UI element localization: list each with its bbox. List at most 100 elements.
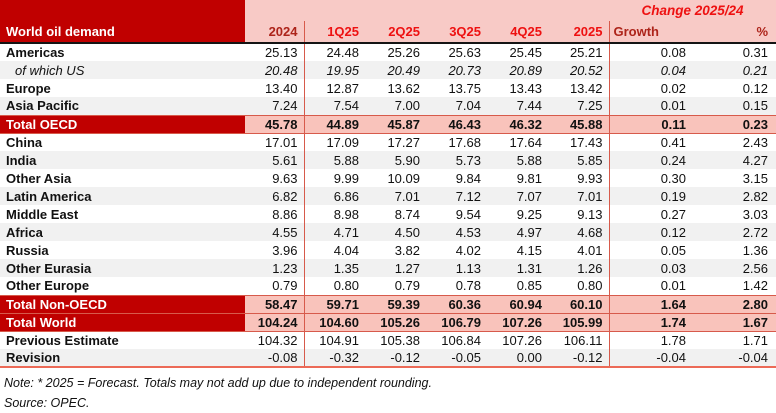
cell-2024: 13.40 bbox=[245, 79, 305, 97]
row-label: Revision bbox=[0, 349, 245, 367]
row-label: Total OECD bbox=[0, 115, 245, 133]
cell-2024: 9.63 bbox=[245, 169, 305, 187]
cell-3q25: 4.02 bbox=[455, 242, 481, 258]
cell-2q25: 7.00 bbox=[365, 97, 426, 115]
cell-3q25: 60.36 bbox=[426, 295, 487, 313]
cell-1q25: 7.54 bbox=[304, 97, 365, 115]
cell-growth: 0.30 bbox=[660, 170, 686, 186]
row-label: Europe bbox=[6, 80, 51, 96]
row-label: Total World bbox=[0, 313, 245, 331]
cell-2q25: 59.39 bbox=[365, 295, 426, 313]
cell-2025: 105.99 bbox=[548, 313, 610, 331]
cell-2025: 7.01 bbox=[548, 187, 610, 205]
cell-3q25: 5.73 bbox=[426, 151, 487, 169]
cell-3q25: 13.75 bbox=[448, 80, 481, 96]
cell-4q25: 107.26 bbox=[502, 332, 542, 348]
cell-4q25: 0.00 bbox=[487, 349, 548, 367]
cell-1q25: 19.95 bbox=[304, 61, 365, 79]
cell-growth: 1.64 bbox=[609, 295, 700, 313]
cell-2024: 7.24 bbox=[245, 97, 305, 115]
cell-3q25: 7.12 bbox=[426, 187, 487, 205]
cell-growth: 0.41 bbox=[660, 134, 686, 150]
row-label: Total Non-OECD bbox=[0, 295, 245, 313]
col-header-3q25: 3Q25 bbox=[426, 21, 487, 44]
col-header-1q25: 1Q25 bbox=[304, 21, 365, 44]
cell-2024: 3.96 bbox=[245, 241, 305, 259]
cell-2q25: 13.62 bbox=[387, 80, 420, 96]
cell-percent: 1.36 bbox=[742, 242, 768, 258]
cell-1q25: 4.71 bbox=[304, 223, 365, 241]
cell-growth: -0.04 bbox=[609, 349, 700, 367]
cell-1q25: 104.91 bbox=[319, 332, 359, 348]
cell-4q25: 60.94 bbox=[487, 295, 548, 313]
cell-2q25: 45.87 bbox=[365, 115, 426, 133]
cell-2025: 25.21 bbox=[548, 43, 610, 61]
cell-2024: 25.13 bbox=[245, 43, 305, 61]
cell-2025: 5.85 bbox=[548, 151, 610, 169]
source-text: Source: OPEC. bbox=[4, 396, 90, 410]
cell-4q25: 20.89 bbox=[487, 61, 548, 79]
cell-4q25: 0.85 bbox=[516, 278, 542, 294]
table-row: Other Asia 9.63 9.99 10.09 9.84 9.81 9.93 0.30 3… bbox=[0, 169, 776, 187]
row-label: Latin America bbox=[0, 187, 245, 205]
cell-growth: 0.05 bbox=[660, 242, 686, 258]
cell-2024: 104.24 bbox=[245, 313, 305, 331]
change-2025-24-header: Change 2025/24 bbox=[609, 0, 776, 21]
cell-2q25: 20.49 bbox=[365, 61, 426, 79]
cell-2025: 17.43 bbox=[548, 133, 610, 151]
row-label: Other Asia bbox=[6, 170, 72, 186]
cell-growth: 0.04 bbox=[609, 61, 700, 79]
header-blank-strip bbox=[245, 0, 609, 21]
table-row: Total OECD 45.78 44.89 45.87 46.43 46.32 45.88… bbox=[0, 115, 776, 133]
cell-percent: 0.12 bbox=[742, 80, 768, 96]
table-row: Other Eurasia 1.23 1.35 1.27 1.13 1.31 1.26 0.0… bbox=[0, 259, 776, 277]
cell-growth: 0.24 bbox=[609, 151, 700, 169]
col-header-percent: % bbox=[700, 21, 776, 44]
table-row: Africa 4.55 4.71 4.50 4.53 4.97 4.68 0.12 2.72 bbox=[0, 223, 776, 241]
table-row: Americas 25.13 24.48 25.26 25.63 25.45 25.21 0.… bbox=[0, 43, 776, 61]
cell-2025: 7.25 bbox=[548, 97, 610, 115]
cell-2025: 4.01 bbox=[548, 241, 610, 259]
cell-2q25: 0.79 bbox=[394, 278, 420, 294]
cell-percent: 0.23 bbox=[700, 115, 776, 133]
col-header-2q25: 2Q25 bbox=[365, 21, 426, 44]
cell-percent: 0.31 bbox=[742, 45, 768, 60]
footnotes: Note: * 2025 = Forecast. Totals may not … bbox=[0, 368, 776, 413]
table-row: Latin America 6.82 6.86 7.01 7.12 7.07 7.01 0.1… bbox=[0, 187, 776, 205]
row-label: Middle East bbox=[6, 206, 79, 222]
cell-1q25: 8.98 bbox=[333, 206, 359, 222]
cell-growth: 0.03 bbox=[609, 259, 700, 277]
cell-4q25: 9.25 bbox=[516, 206, 542, 222]
row-label: Other Europe bbox=[6, 278, 90, 294]
cell-2025: 9.93 bbox=[548, 169, 610, 187]
cell-2q25: 17.27 bbox=[387, 134, 420, 150]
cell-percent: 1.42 bbox=[742, 278, 768, 294]
cell-3q25: 46.43 bbox=[426, 115, 487, 133]
cell-2q25: 10.09 bbox=[387, 170, 420, 186]
cell-3q25: 1.13 bbox=[426, 259, 487, 277]
cell-3q25: 7.04 bbox=[426, 97, 487, 115]
col-header-2025: 2025 bbox=[548, 21, 610, 44]
row-label: India bbox=[0, 151, 245, 169]
cell-growth: 0.19 bbox=[609, 187, 700, 205]
table-row: of which US 20.48 19.95 20.49 20.73 20.89 20.5… bbox=[0, 61, 776, 79]
col-header-growth: Growth bbox=[609, 21, 700, 44]
cell-3q25: 17.68 bbox=[448, 134, 481, 150]
cell-2024: 0.79 bbox=[245, 277, 305, 295]
cell-3q25: 25.63 bbox=[448, 45, 481, 60]
row-label: Other Eurasia bbox=[0, 259, 245, 277]
cell-2024: 104.32 bbox=[245, 331, 305, 349]
cell-3q25: 4.53 bbox=[426, 223, 487, 241]
cell-4q25: 107.26 bbox=[487, 313, 548, 331]
table-row: Middle East 8.86 8.98 8.74 9.54 9.25 9.13 0.27 3… bbox=[0, 205, 776, 223]
row-label: China bbox=[6, 134, 43, 150]
table-row: Total Non-OECD 58.47 59.71 59.39 60.36 60.94 6… bbox=[0, 295, 776, 313]
cell-4q25: 25.45 bbox=[509, 45, 542, 60]
cell-2025: -0.12 bbox=[548, 349, 610, 367]
cell-2025: 45.88 bbox=[548, 115, 610, 133]
row-label: Asia Pacific bbox=[0, 97, 245, 115]
cell-2024: 1.23 bbox=[245, 259, 305, 277]
cell-2q25: 25.26 bbox=[387, 45, 420, 60]
cell-2025: 106.11 bbox=[548, 331, 610, 349]
cell-3q25: 9.54 bbox=[455, 206, 481, 222]
